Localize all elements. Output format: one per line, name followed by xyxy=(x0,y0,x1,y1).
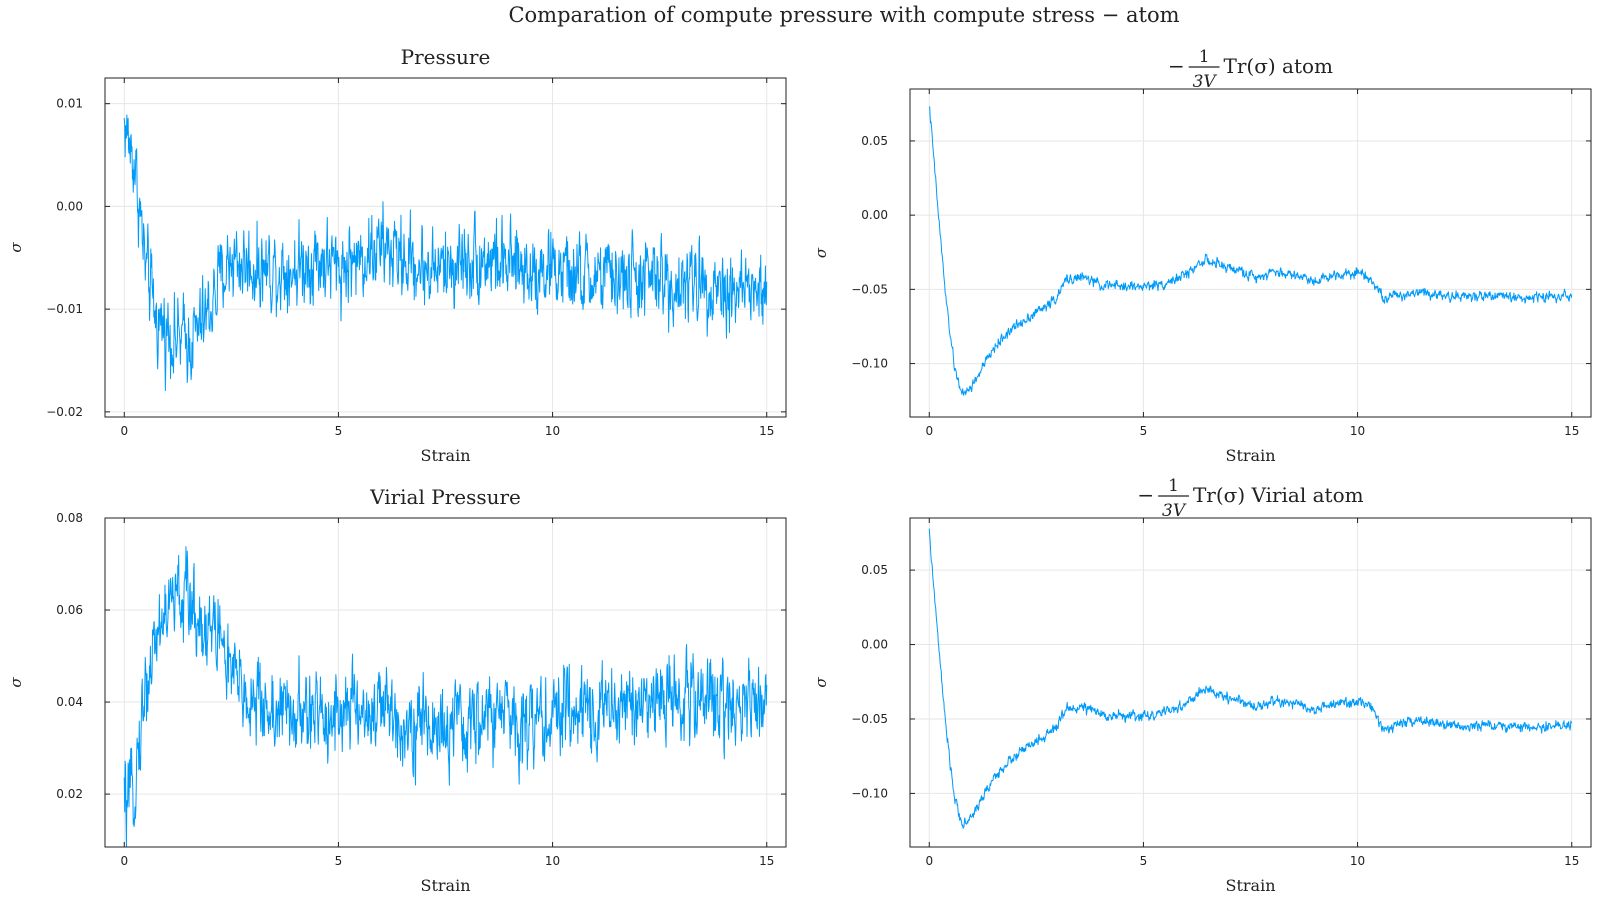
y-tick-label: −0.10 xyxy=(851,786,888,800)
chart-title: Pressure xyxy=(401,45,491,69)
chart-pressure: 0 5 10 15 −0.02 −0.01 0.00 0.01 Strain σ Pressure xyxy=(7,45,787,465)
title-denominator: 3V xyxy=(1193,72,1218,92)
x-tick-label: 5 xyxy=(1140,424,1148,438)
chart-title: Virial Pressure xyxy=(369,485,521,509)
plot-frame xyxy=(104,77,787,418)
x-tick-label: 0 xyxy=(120,854,128,868)
title-prefix: − xyxy=(1168,54,1185,78)
y-axis-label: σ xyxy=(812,247,830,258)
x-tick-label: 15 xyxy=(759,424,774,438)
x-tick-label: 0 xyxy=(925,854,933,868)
series-line xyxy=(928,528,1573,829)
title-numerator: 1 xyxy=(1199,47,1210,67)
x-tick-label: 0 xyxy=(120,424,128,438)
series-line xyxy=(123,114,768,392)
series-line xyxy=(928,106,1573,396)
plot-frame xyxy=(909,517,1592,848)
x-tick-label: 10 xyxy=(1350,424,1365,438)
chart-title: −1 3V Tr(σ) atom xyxy=(1168,47,1333,92)
x-tick-label: 5 xyxy=(335,424,343,438)
plot-frame xyxy=(909,88,1592,418)
title-prefix: − xyxy=(1137,483,1154,507)
title-suffix: Tr(σ) atom xyxy=(1224,54,1334,78)
x-tick-label: 15 xyxy=(759,854,774,868)
x-axis-label: Strain xyxy=(1226,446,1276,465)
x-tick-label: 5 xyxy=(335,854,343,868)
y-tick-label: −0.05 xyxy=(851,712,888,726)
y-tick-label: 0.04 xyxy=(56,695,83,709)
y-tick-label: 0.05 xyxy=(861,134,888,148)
figure-title: Comparation of compute pressure with com… xyxy=(508,3,1179,27)
x-axis-label: Strain xyxy=(421,446,471,465)
y-tick-label: −0.02 xyxy=(46,405,83,419)
y-tick-label: 0.00 xyxy=(56,199,83,213)
x-tick-label: 10 xyxy=(1350,854,1365,868)
chart-title: −1 3V Tr(σ) Virial atom xyxy=(1137,476,1363,521)
chart-stress-virial-atom: 0 5 10 15 −0.10 −0.05 0.00 0.05 Strain σ − 1 3V Tr(σ)… xyxy=(812,476,1592,895)
plot-frame xyxy=(104,517,787,848)
x-axis-label: Strain xyxy=(1226,876,1276,895)
y-tick-label: 0.05 xyxy=(861,563,888,577)
x-tick-label: 15 xyxy=(1564,424,1579,438)
x-tick-label: 5 xyxy=(1140,854,1148,868)
y-tick-label: −0.05 xyxy=(851,282,888,296)
y-tick-label: 0.00 xyxy=(861,638,888,652)
chart-stress-atom: 0 5 10 15 −0.10 −0.05 0.00 0.05 Strain σ − 1 3V Tr(σ)… xyxy=(812,47,1592,465)
title-denominator: 3V xyxy=(1162,501,1187,521)
title-suffix: Tr(σ) Virial atom xyxy=(1193,483,1364,507)
x-tick-label: 10 xyxy=(545,854,560,868)
y-tick-label: 0.08 xyxy=(56,511,83,525)
y-tick-label: 0.06 xyxy=(56,603,83,617)
x-axis-label: Strain xyxy=(421,876,471,895)
y-tick-label: 0.02 xyxy=(56,787,83,801)
x-tick-label: 0 xyxy=(925,424,933,438)
x-tick-label: 10 xyxy=(545,424,560,438)
series-line xyxy=(123,546,768,848)
y-axis-label: σ xyxy=(7,677,25,688)
title-numerator: 1 xyxy=(1168,476,1179,496)
x-tick-label: 15 xyxy=(1564,854,1579,868)
y-tick-label: 0.00 xyxy=(861,208,888,222)
y-axis-label: σ xyxy=(812,677,830,688)
y-tick-label: −0.10 xyxy=(851,357,888,371)
chart-virial-pressure: 0 5 10 15 0.02 0.04 0.06 0.08 Strain σ Virial Pres… xyxy=(7,485,787,895)
y-tick-label: 0.01 xyxy=(56,97,83,111)
y-axis-label: σ xyxy=(7,242,25,253)
y-tick-label: −0.01 xyxy=(46,302,83,316)
